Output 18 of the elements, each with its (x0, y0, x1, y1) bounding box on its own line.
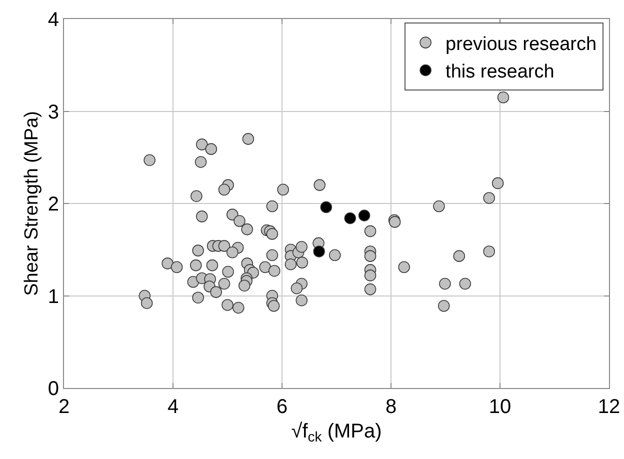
x-axis-title: √f$_{ck}$ (MPa) (291, 420, 382, 445)
point (358, 210, 370, 222)
y-tick-label: 3 (48, 101, 59, 124)
x-tick-label: 4 (167, 396, 179, 418)
point (320, 201, 332, 214)
y-tick-label: 1 (48, 286, 59, 308)
x-tick-label: 12 (598, 396, 620, 418)
y-tick-label: 2 (48, 194, 59, 216)
x-tick-label: 10 (488, 396, 512, 418)
y-tick-label: 4 (48, 9, 59, 31)
legend-label: this research (446, 62, 554, 83)
legend-label: previous research (446, 34, 597, 55)
x-tick-label: 8 (385, 396, 397, 418)
point (344, 212, 356, 224)
y-axis-title: Shear Strength (MPa) (22, 111, 43, 296)
y-tick-label: 0 (48, 378, 59, 400)
point (313, 246, 325, 258)
x-tick-label: 6 (276, 396, 288, 418)
